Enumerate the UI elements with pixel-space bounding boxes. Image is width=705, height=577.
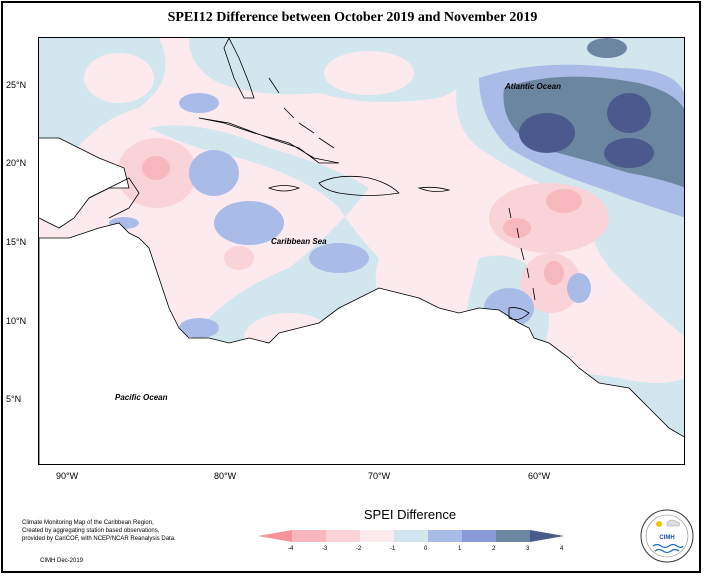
lon-label-70w: 70°W [368, 471, 391, 481]
legend-swatch-3 [360, 530, 394, 542]
coastlines [39, 38, 684, 464]
spei-3-to-4-regions [519, 93, 654, 168]
lat-label-20n: 20°N [6, 158, 27, 168]
lat-label-15n: 15°N [6, 237, 27, 247]
map-title: SPEI12 Difference between October 2019 a… [167, 10, 538, 25]
lat-label-25n: 25°N [6, 80, 27, 90]
lon-label-80w: 80°W [214, 471, 237, 481]
legend-swatch-2 [326, 530, 360, 542]
pacific-ocean-label: Pacific Ocean [115, 393, 168, 402]
legend-tick-label: 0 [424, 546, 428, 552]
legend-swatch-7 [496, 530, 530, 542]
logo-cloud-icon [666, 519, 680, 527]
legend-tick-label: 4 [560, 546, 564, 552]
legend-tick-label: -2 [356, 546, 362, 552]
lat-label-10n: 10°N [6, 316, 27, 326]
logo-text: CIMH [659, 535, 674, 541]
legend-swatch-0 [258, 530, 292, 542]
credit-text: Climate Monitoring Map of the Caribbean … [22, 519, 222, 543]
legend-swatch-8 [530, 530, 564, 542]
legend-tick-label: -4 [288, 546, 294, 552]
legend-swatch-6 [462, 530, 496, 542]
legend-swatch-1 [292, 530, 326, 542]
credit-line-2: Created by aggregating station based obs… [22, 528, 160, 534]
legend-swatch-5 [428, 530, 462, 542]
lon-label-90w: 90°W [56, 471, 79, 481]
legend-swatch-4 [394, 530, 428, 542]
credit-date: CIMH Dec-2019 [40, 558, 84, 564]
legend-tick-label: -1 [390, 546, 396, 552]
legend-swatches [258, 530, 564, 542]
atlantic-ocean-label: Atlantic Ocean [505, 82, 562, 91]
credit-line-1: Climate Monitoring Map of the Caribbean … [22, 520, 154, 526]
caribbean-sea-label: Caribbean Sea [271, 237, 327, 246]
lat-label-5n: 5°N [6, 394, 22, 404]
spei-map-svg [39, 38, 684, 464]
lon-label-60w: 60°W [528, 471, 551, 481]
legend-tick-label: 1 [458, 546, 462, 552]
spei-minus3-to-minus2-regions [142, 156, 582, 285]
legend-tick-label: 2 [492, 546, 496, 552]
logo-sun-icon [656, 521, 662, 527]
map-panel: Atlantic Ocean Caribbean Sea Pacific Oce… [38, 37, 685, 465]
legend-colorbar [258, 530, 564, 542]
legend-title: SPEI Difference [363, 507, 457, 522]
legend-tick-label: -3 [322, 546, 328, 552]
legend-tick-label: 3 [526, 546, 530, 552]
cimh-logo: CIMH [640, 509, 694, 563]
logo-wave-icon [652, 543, 684, 549]
logo-wave-icon-2 [654, 548, 680, 554]
credit-line-3: provided by CariCOF, with NCEP/NCAR Rean… [22, 536, 176, 542]
